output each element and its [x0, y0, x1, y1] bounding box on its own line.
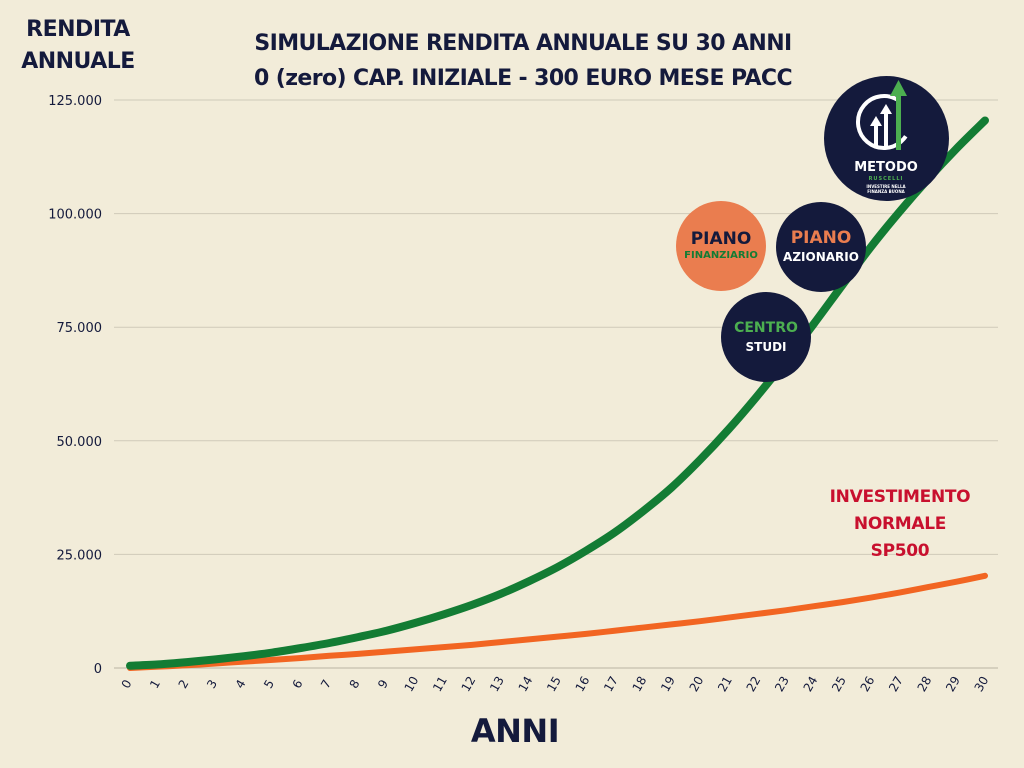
chart-title-line1: SIMULAZIONE RENDITA ANNUALE SU 30 ANNI — [254, 31, 792, 56]
series-annotation-sp500: INVESTIMENTO NORMALE SP500 — [800, 484, 1000, 565]
annotation-line3: SP500 — [870, 541, 930, 561]
y-tick-label: 50.000 — [57, 435, 103, 450]
x-tick-label: 1 — [147, 677, 163, 691]
x-tick-label: 13 — [487, 674, 507, 694]
x-tick-label: 9 — [375, 677, 391, 691]
x-tick-label: 10 — [402, 674, 422, 694]
series-line-sp500 — [127, 572, 988, 671]
x-tick-label: 19 — [658, 674, 678, 694]
metodo-ruscelli-logo: METODO RUSCELLI INVESTIRE NELLA FINANZA … — [824, 76, 949, 201]
y-tick-label: 25.000 — [57, 548, 103, 563]
logo-name: METODO — [854, 160, 918, 175]
x-tick-label: 18 — [630, 674, 650, 694]
x-tick-label: 23 — [772, 674, 792, 694]
y-tick-label: 100.000 — [48, 208, 102, 223]
x-tick-label: 16 — [573, 674, 593, 694]
x-tick-label: 2 — [176, 677, 192, 691]
y-axis-title: RENDITA ANNUALE — [18, 14, 138, 78]
y-tick-label: 75.000 — [57, 321, 103, 336]
x-tick-label: 20 — [687, 674, 707, 694]
x-tick-label: 4 — [233, 677, 249, 691]
centro-studi-badge[interactable]: CENTRO STUDI — [721, 292, 811, 382]
x-tick-label: 0 — [119, 677, 135, 691]
annotation-line2: NORMALE — [853, 514, 947, 534]
logo-emblem-icon: METODO RUSCELLI INVESTIRE NELLA FINANZA … — [854, 80, 918, 194]
x-tick-label: 27 — [886, 674, 906, 694]
x-tick-label: 21 — [715, 674, 735, 694]
x-tick-label: 24 — [801, 674, 821, 694]
logo-sub: RUSCELLI — [869, 176, 904, 182]
chart-title-line2: 0 (zero) CAP. INIZIALE - 300 EURO MESE P… — [254, 66, 793, 91]
badge-piano-finanziario-line1: PIANO — [690, 229, 752, 249]
x-tick-label: 26 — [858, 674, 878, 694]
x-tick-label: 29 — [943, 674, 963, 694]
x-tick-label: 5 — [261, 677, 277, 691]
y-axis-title-line1: RENDITA — [26, 17, 130, 42]
x-tick-label: 8 — [347, 677, 363, 691]
y-tick-label: 125.000 — [48, 94, 102, 109]
annotation-line1: INVESTIMENTO — [829, 487, 971, 507]
y-axis-title-line2: ANNUALE — [21, 49, 135, 74]
badge-piano-azionario-line1: PIANO — [790, 228, 852, 248]
y-tick-label: 0 — [94, 662, 102, 677]
piano-azionario-badge[interactable]: PIANO AZIONARIO — [776, 202, 866, 292]
x-tick-label: 12 — [459, 674, 479, 694]
badge-piano-azionario-line2: AZIONARIO — [783, 250, 859, 264]
x-tick-label: 17 — [601, 674, 621, 694]
x-tick-label: 28 — [915, 674, 935, 694]
x-tick-label: 25 — [829, 674, 849, 694]
x-axis-title: ANNI — [470, 712, 560, 750]
badge-piano-finanziario-line2: FINANZIARIO — [684, 250, 758, 261]
x-tick-label: 30 — [972, 674, 992, 694]
x-tick-label: 22 — [744, 674, 764, 694]
x-tick-label: 6 — [290, 677, 306, 691]
x-tick-label: 7 — [318, 677, 334, 691]
x-tick-label: 14 — [516, 674, 536, 694]
x-tick-label: 15 — [544, 674, 564, 694]
chart-title: SIMULAZIONE RENDITA ANNUALE SU 30 ANNI 0… — [188, 26, 858, 96]
piano-finanziario-badge[interactable]: PIANO FINANZIARIO — [676, 201, 766, 291]
badge-centro-studi-line2: STUDI — [745, 340, 787, 354]
x-tick-label: 3 — [204, 677, 220, 691]
logo-tagline-line1: INVESTIRE NELLA — [866, 184, 906, 189]
series-line-green — [126, 116, 989, 670]
badge-centro-studi-line1: CENTRO — [734, 320, 798, 336]
x-tick-label: 11 — [430, 674, 450, 694]
logo-tagline-line2: FINANZA BUONA — [867, 189, 905, 194]
